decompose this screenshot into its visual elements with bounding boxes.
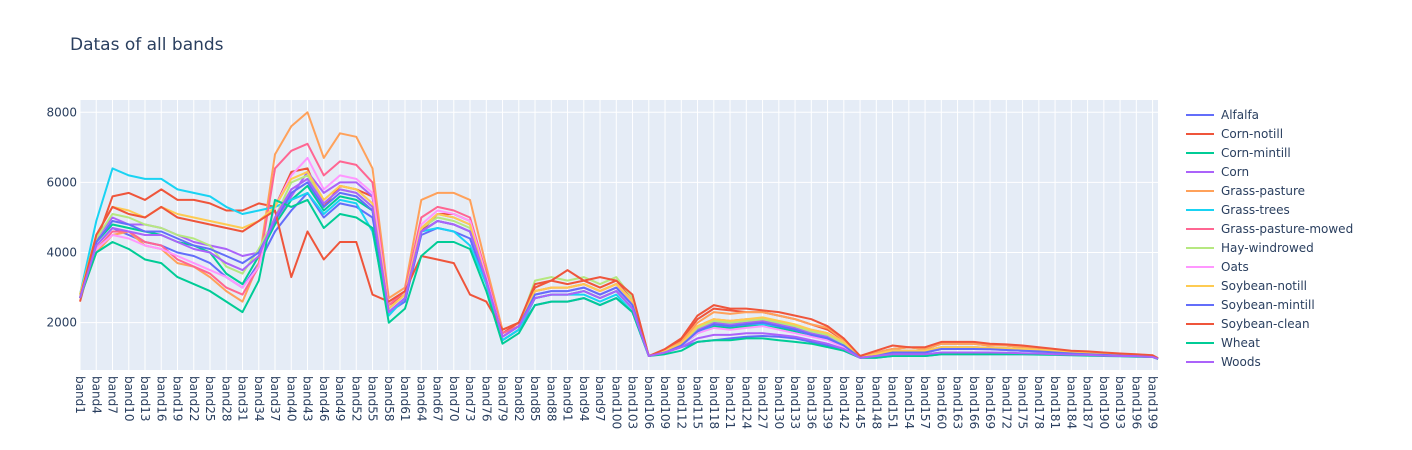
x-tick-label: band22 (187, 376, 201, 421)
x-tick-label: band151 (886, 376, 900, 429)
x-tick-label: band160 (934, 376, 948, 429)
x-tick-label: band181 (1048, 376, 1062, 429)
x-tick-label: band121 (723, 376, 737, 429)
legend-item-wheat[interactable]: Wheat (1221, 336, 1260, 350)
x-tick-label: band169 (983, 376, 997, 429)
legend-item-corn-notill[interactable]: Corn-notill (1221, 127, 1283, 141)
legend-item-grass-pasture-mowed[interactable]: Grass-pasture-mowed (1221, 222, 1353, 236)
x-tick-label: band112 (674, 376, 688, 429)
legend-item-corn[interactable]: Corn (1221, 165, 1249, 179)
x-tick-label: band166 (967, 376, 981, 429)
legend-item-hay-windrowed[interactable]: Hay-windrowed (1221, 241, 1314, 255)
y-axis-ticks: 2000 4000 6000 8000 (46, 105, 77, 329)
x-tick-label: band55 (366, 376, 380, 421)
x-tick-label: band103 (626, 376, 640, 429)
legend-item-grass-trees[interactable]: Grass-trees (1221, 203, 1290, 217)
x-tick-label: band88 (544, 376, 558, 421)
legend-item-soybean-clean[interactable]: Soybean-clean (1221, 317, 1310, 331)
x-tick-label: band25 (203, 376, 217, 421)
x-tick-label: band52 (349, 376, 363, 421)
x-tick-label: band139 (821, 376, 835, 429)
x-tick-label: band70 (447, 376, 461, 421)
x-tick-label: band16 (154, 376, 168, 421)
x-tick-label: band61 (398, 376, 412, 421)
series-line-wheat (79, 198, 1159, 361)
x-tick-label: band175 (1016, 376, 1030, 429)
x-tick-label: band145 (853, 376, 867, 429)
x-tick-label: band73 (463, 376, 477, 421)
x-tick-label: band184 (1064, 376, 1078, 429)
x-tick-label: band136 (804, 376, 818, 429)
x-tick-label: band163 (951, 376, 965, 429)
x-tick-label: band190 (1097, 376, 1111, 429)
x-tick-label: band58 (382, 376, 396, 421)
x-tick-label: band19 (171, 376, 185, 421)
y-tick-label: 4000 (46, 246, 77, 260)
y-tick-label: 8000 (46, 105, 77, 119)
x-tick-label: band43 (301, 376, 315, 421)
x-tick-label: band79 (496, 376, 510, 421)
x-tick-label: band187 (1081, 376, 1095, 429)
legend-item-alfalfa[interactable]: Alfalfa (1221, 108, 1259, 122)
x-tick-label: band106 (642, 376, 656, 429)
x-tick-label: band91 (561, 376, 575, 421)
x-tick-label: band154 (902, 376, 916, 429)
x-tick-label: band40 (284, 376, 298, 421)
x-tick-label: band148 (869, 376, 883, 429)
x-tick-label: band34 (252, 376, 266, 421)
y-tick-label: 6000 (46, 175, 77, 189)
x-tick-label: band199 (1146, 376, 1160, 429)
x-tick-label: band157 (918, 376, 932, 429)
x-tick-label: band82 (512, 376, 526, 421)
x-tick-label: band100 (609, 376, 623, 429)
x-tick-label: band172 (999, 376, 1013, 429)
x-tick-label: band28 (219, 376, 233, 421)
x-tick-label: band94 (577, 376, 591, 421)
x-tick-label: band124 (739, 376, 753, 429)
legend-item-woods[interactable]: Woods (1221, 355, 1261, 369)
legend-item-grass-pasture[interactable]: Grass-pasture (1221, 184, 1305, 198)
x-tick-label: band67 (431, 376, 445, 421)
series-line-woods (79, 177, 1159, 360)
x-tick-label: band4 (89, 376, 103, 414)
legend: Alfalfa Corn-notill Corn-mintill Corn Grass-… (1186, 108, 1353, 369)
legend-item-oats[interactable]: Oats (1221, 260, 1249, 274)
x-tick-label: band7 (106, 376, 120, 414)
x-tick-label: band178 (1032, 376, 1046, 429)
legend-item-soybean-mintill[interactable]: Soybean-mintill (1221, 298, 1315, 312)
x-tick-label: band1 (73, 376, 87, 414)
legend-item-corn-mintill[interactable]: Corn-mintill (1221, 146, 1291, 160)
x-tick-label: band46 (317, 376, 331, 421)
y-tick-label: 2000 (46, 316, 77, 330)
x-tick-label: band85 (528, 376, 542, 421)
x-tick-label: band10 (122, 376, 136, 421)
x-tick-label: band97 (593, 376, 607, 421)
x-tick-label: band142 (837, 376, 851, 429)
x-tick-label: band13 (138, 376, 152, 421)
x-tick-label: band193 (1113, 376, 1127, 429)
x-tick-label: band115 (691, 376, 705, 429)
x-tick-label: band133 (788, 376, 802, 429)
x-tick-label: band127 (756, 376, 770, 429)
legend-item-soybean-notill[interactable]: Soybean-notill (1221, 279, 1307, 293)
x-tick-label: band109 (658, 376, 672, 429)
plot-area (80, 100, 1158, 370)
x-tick-label: band64 (414, 376, 428, 421)
x-axis-ticks: band1 band4 band7 band10 band13 band16 band19 b… (73, 376, 1160, 429)
series-line-soybean-clean (79, 205, 1159, 359)
x-tick-label: band49 (333, 376, 347, 421)
x-tick-label: band130 (772, 376, 786, 429)
x-tick-label: band196 (1129, 376, 1143, 429)
x-tick-label: band37 (268, 376, 282, 421)
x-tick-label: band118 (707, 376, 721, 429)
series-lines (79, 111, 1159, 361)
x-tick-label: band31 (236, 376, 250, 421)
chart-title: Datas of all bands (70, 35, 224, 55)
x-tick-label: band76 (479, 376, 493, 421)
